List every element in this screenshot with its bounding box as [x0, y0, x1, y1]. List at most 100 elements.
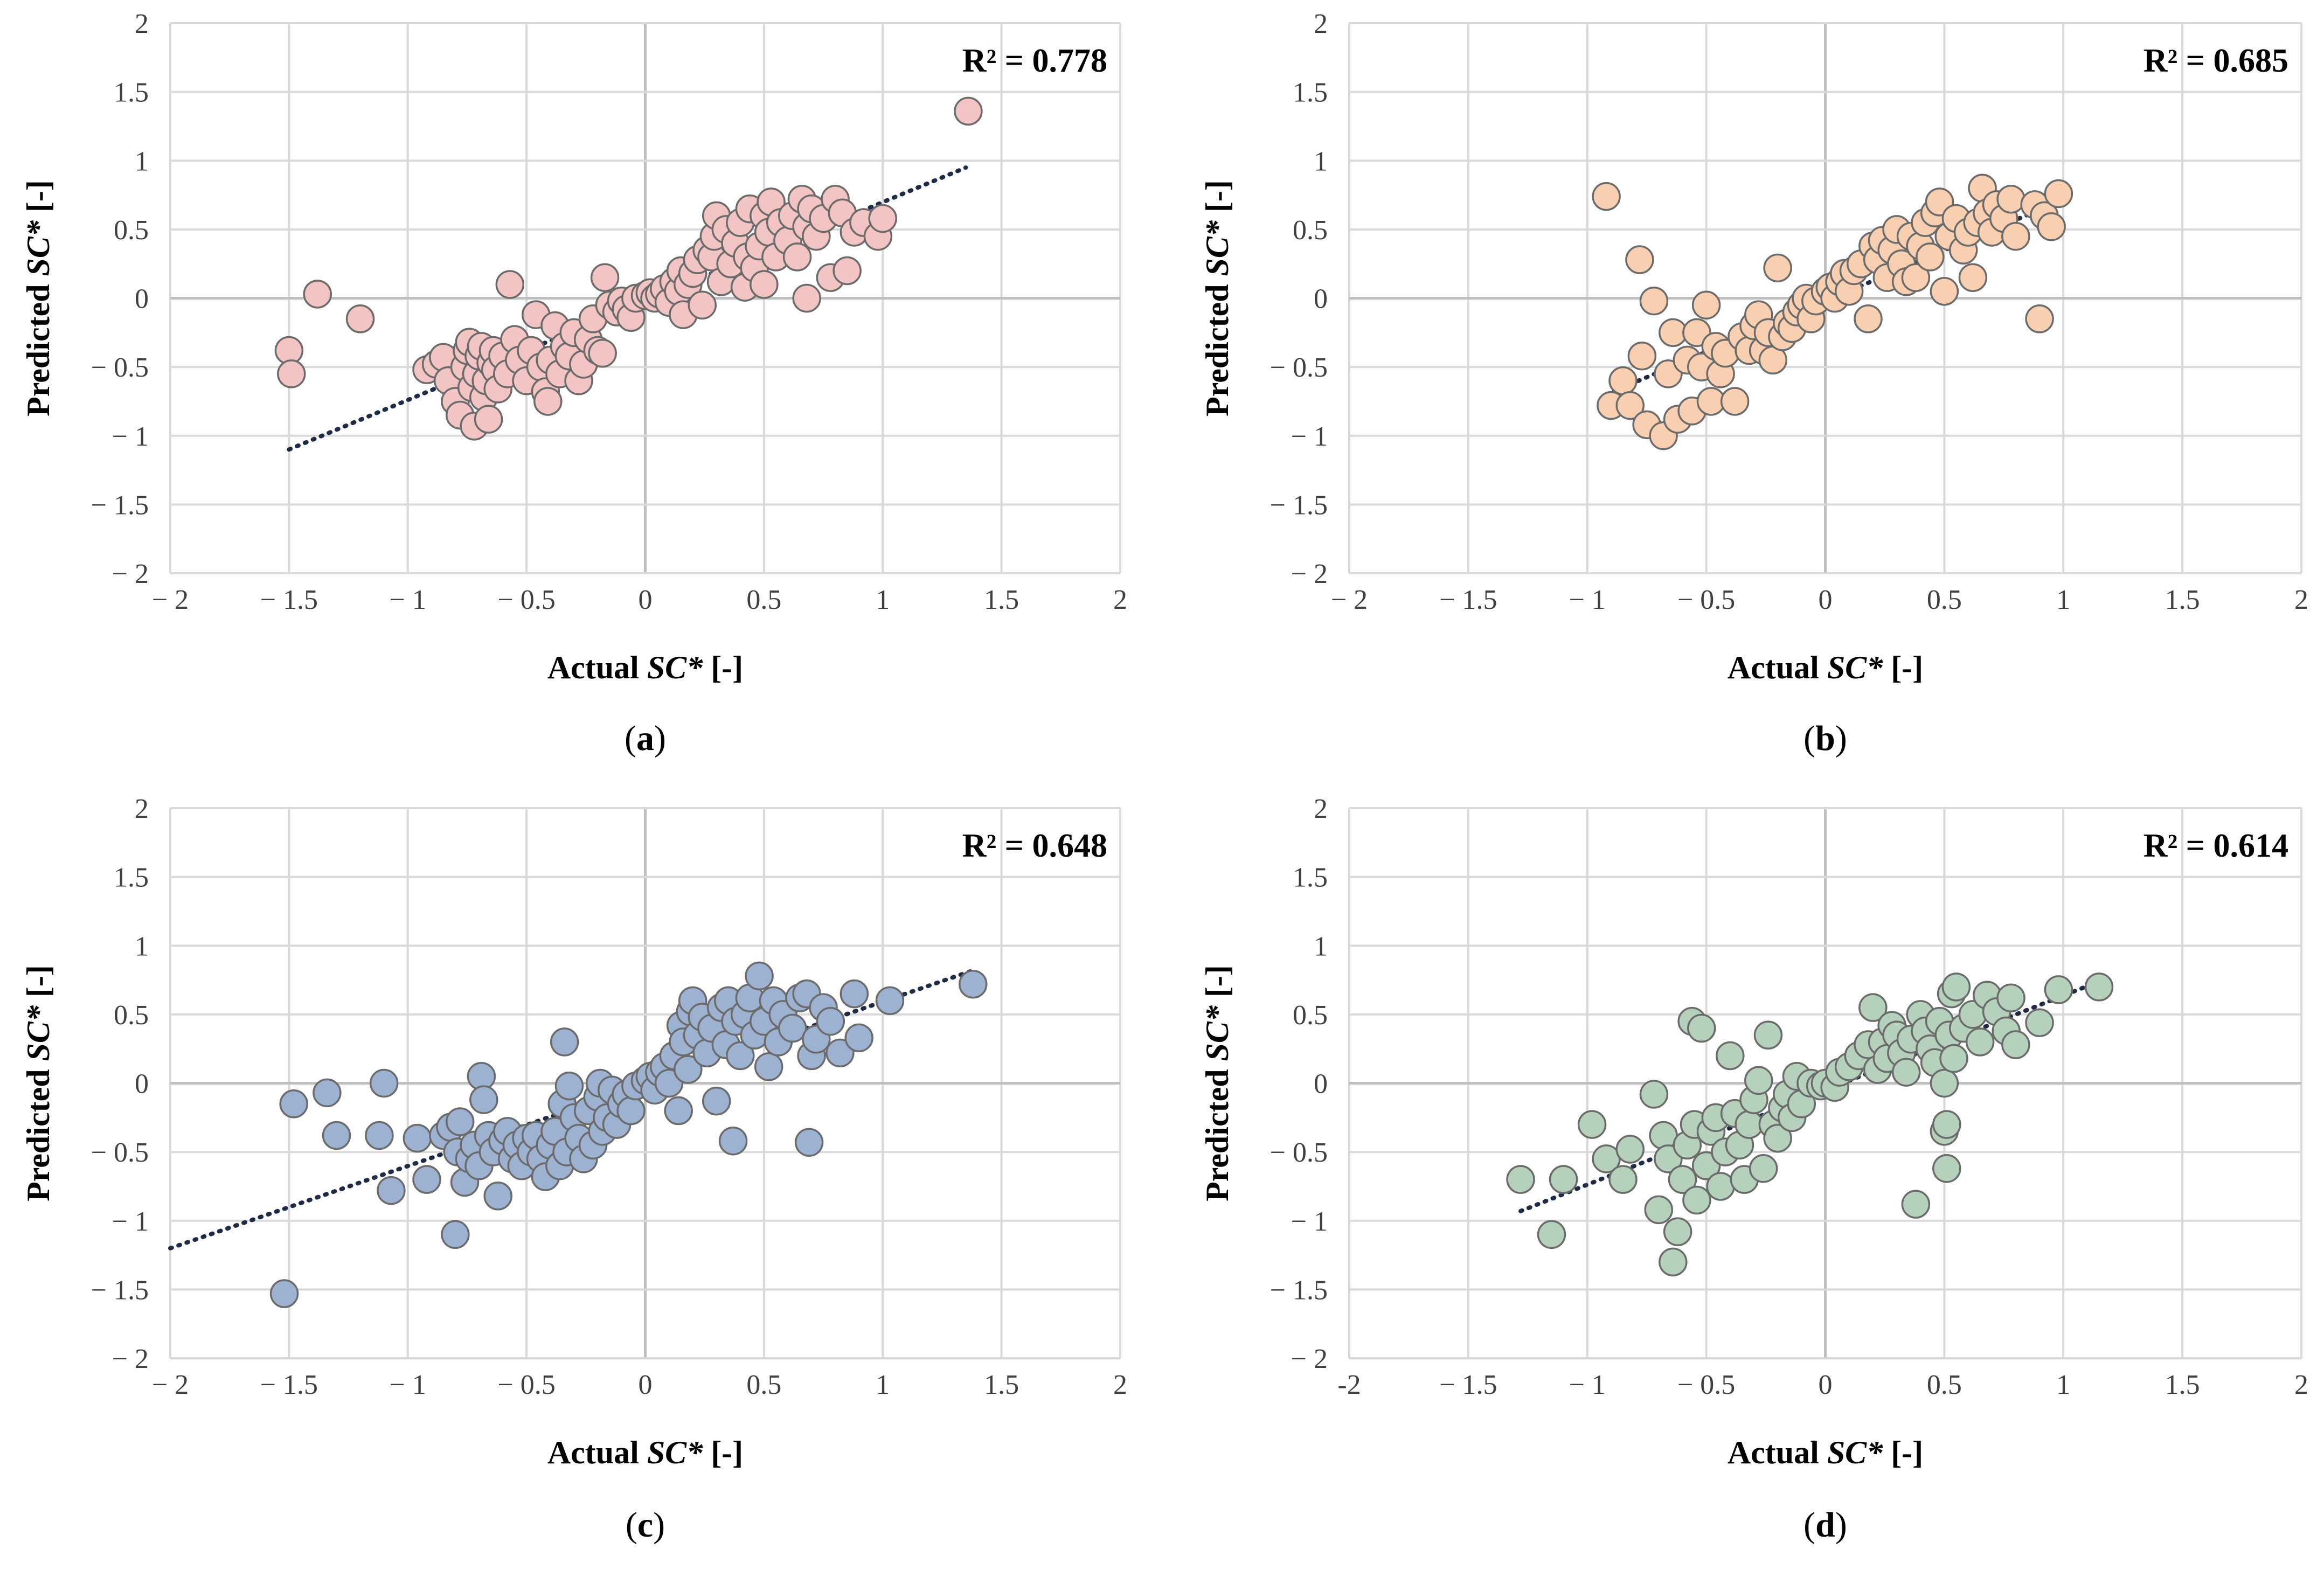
- x-axis-title-suffix: [-]: [1883, 650, 1923, 685]
- y-tick-label: − 0.5: [1270, 1137, 1328, 1168]
- data-point: [2037, 212, 2066, 241]
- data-point: [277, 359, 306, 388]
- scatter-panel-b: − 2 − 1.5 − 1 − 0.5 0 0.5 1 1.5 2 2 1.5 1 0.5 0 − 0.5 −…: [1199, 9, 2308, 758]
- data-point: [754, 1052, 783, 1081]
- data-point: [279, 1089, 308, 1119]
- data-point: [792, 283, 821, 313]
- x-axis-title-prefix: Actual: [1728, 1435, 1827, 1470]
- data-point: [1608, 366, 1638, 395]
- y-tick-label: 0.5: [1293, 1000, 1328, 1031]
- data-point: [495, 270, 525, 299]
- x-tick-label: − 1: [1569, 585, 1606, 615]
- data-point: [1996, 184, 2025, 214]
- panel-caption-letter: c: [637, 1505, 653, 1545]
- x-tick-label: 0.5: [746, 585, 781, 615]
- y-axis-title: Predicted SC* [-]: [20, 180, 56, 416]
- x-tick-label: 0.5: [1927, 1370, 1962, 1400]
- data-point: [1763, 1123, 1792, 1153]
- r2-label: R² = 0.778: [962, 43, 1107, 79]
- data-point: [2025, 1008, 2054, 1037]
- y-tick-label: − 1: [1291, 421, 1328, 452]
- y-tick-label: − 1.5: [1270, 1275, 1328, 1305]
- x-axis-title-prefix: Actual: [1728, 650, 1827, 685]
- panel-caption-open: (: [625, 719, 636, 758]
- data-point: [412, 1165, 441, 1194]
- y-tick-label: − 1.5: [1270, 490, 1328, 520]
- data-point: [1930, 1068, 1959, 1098]
- panel-caption-letter: a: [636, 719, 654, 758]
- y-tick-label: − 0.5: [1270, 352, 1328, 383]
- data-point: [702, 1086, 731, 1116]
- panel-caption: (a): [625, 719, 666, 758]
- y-tick-label: 1: [135, 931, 149, 962]
- data-point: [816, 1006, 845, 1036]
- y-tick-label: 1.5: [114, 78, 149, 108]
- y-axis-title: Predicted SC* [-]: [1199, 180, 1235, 416]
- data-point: [1668, 1165, 1697, 1194]
- x-axis-title-suffix: [-]: [703, 1435, 743, 1470]
- r2-label: R² = 0.648: [962, 828, 1107, 864]
- data-point: [844, 1023, 873, 1053]
- x-tick-label: − 0.5: [1677, 1370, 1735, 1400]
- y-axis-title-prefix: Predicted: [20, 1061, 56, 1201]
- data-point: [590, 263, 620, 292]
- x-axis-title: Actual SC* [-]: [547, 650, 743, 685]
- data-point: [1930, 276, 1959, 306]
- x-tick-label: 1.5: [2165, 1370, 2200, 1400]
- x-tick-label: 1: [876, 585, 890, 615]
- scatter-panel-d: -2 − 1.5 − 1 − 0.5 0 0.5 1 1.5 2 2 1.5 1 0.5 0 − 0.5 − …: [1199, 794, 2308, 1545]
- data-point: [1858, 993, 1888, 1022]
- data-point: [688, 290, 717, 320]
- y-tick-label: 1.5: [1293, 78, 1328, 108]
- data-point: [778, 1013, 807, 1043]
- y-tick-label: 1: [1314, 931, 1328, 962]
- data-point: [794, 1128, 824, 1157]
- y-tick-label: 1.5: [114, 863, 149, 893]
- x-tick-label: − 0.5: [497, 585, 555, 615]
- y-axis-title-suffix: [-]: [1199, 965, 1235, 1005]
- data-point: [2044, 975, 2073, 1004]
- y-tick-label: − 0.5: [91, 1137, 149, 1168]
- y-tick-label: 0: [1314, 284, 1328, 315]
- x-tick-label: − 1: [390, 585, 426, 615]
- y-tick-label: 2: [135, 9, 149, 39]
- data-point: [750, 270, 779, 299]
- data-point: [745, 961, 774, 991]
- y-tick-label: − 2: [1291, 559, 1328, 589]
- x-tick-label: -2: [1337, 1370, 1361, 1400]
- data-point: [269, 1279, 299, 1308]
- panel-caption: (d): [1803, 1505, 1847, 1545]
- y-axis-title-symbol: SC*: [1199, 1005, 1235, 1061]
- y-axis-title-symbol: SC*: [1199, 220, 1235, 276]
- x-axis-title-symbol: SC*: [1827, 1435, 1883, 1470]
- data-point: [1691, 290, 1721, 320]
- y-tick-label: − 1.5: [91, 490, 149, 520]
- data-point: [474, 405, 503, 434]
- data-point: [825, 1038, 855, 1068]
- y-tick-label: − 1: [112, 421, 149, 452]
- x-tick-label: − 1.5: [1439, 1370, 1497, 1400]
- x-tick-label: 0: [1819, 585, 1833, 615]
- data-point: [1854, 304, 1883, 334]
- data-point: [345, 304, 375, 334]
- panel-caption-close: ): [1835, 1505, 1847, 1545]
- data-point: [2001, 1030, 2030, 1059]
- data-point: [1659, 1247, 1688, 1277]
- x-tick-label: 0.5: [1927, 585, 1962, 615]
- data-point: [1644, 1195, 1674, 1225]
- x-axis-title-prefix: Actual: [547, 1435, 647, 1470]
- scatter-panel-a: − 2 − 1.5 − 1 − 0.5 0 0.5 1 1.5 2 2 1.5 1 0.5 0 − 0.5 −…: [20, 9, 1127, 758]
- data-point: [1932, 1154, 1961, 1183]
- y-tick-label: 0.5: [1293, 215, 1328, 246]
- data-point: [365, 1121, 394, 1150]
- panel-caption-close: ): [654, 719, 666, 758]
- data-point: [1749, 1154, 1778, 1183]
- panel-caption-letter: d: [1815, 1505, 1835, 1545]
- data-point: [616, 1096, 646, 1126]
- y-axis-title-symbol: SC*: [20, 1005, 56, 1061]
- data-point: [1932, 1110, 1961, 1139]
- data-point: [1682, 1185, 1711, 1215]
- r2-label: R² = 0.685: [2143, 43, 2288, 79]
- panel-caption-open: (: [626, 1505, 637, 1545]
